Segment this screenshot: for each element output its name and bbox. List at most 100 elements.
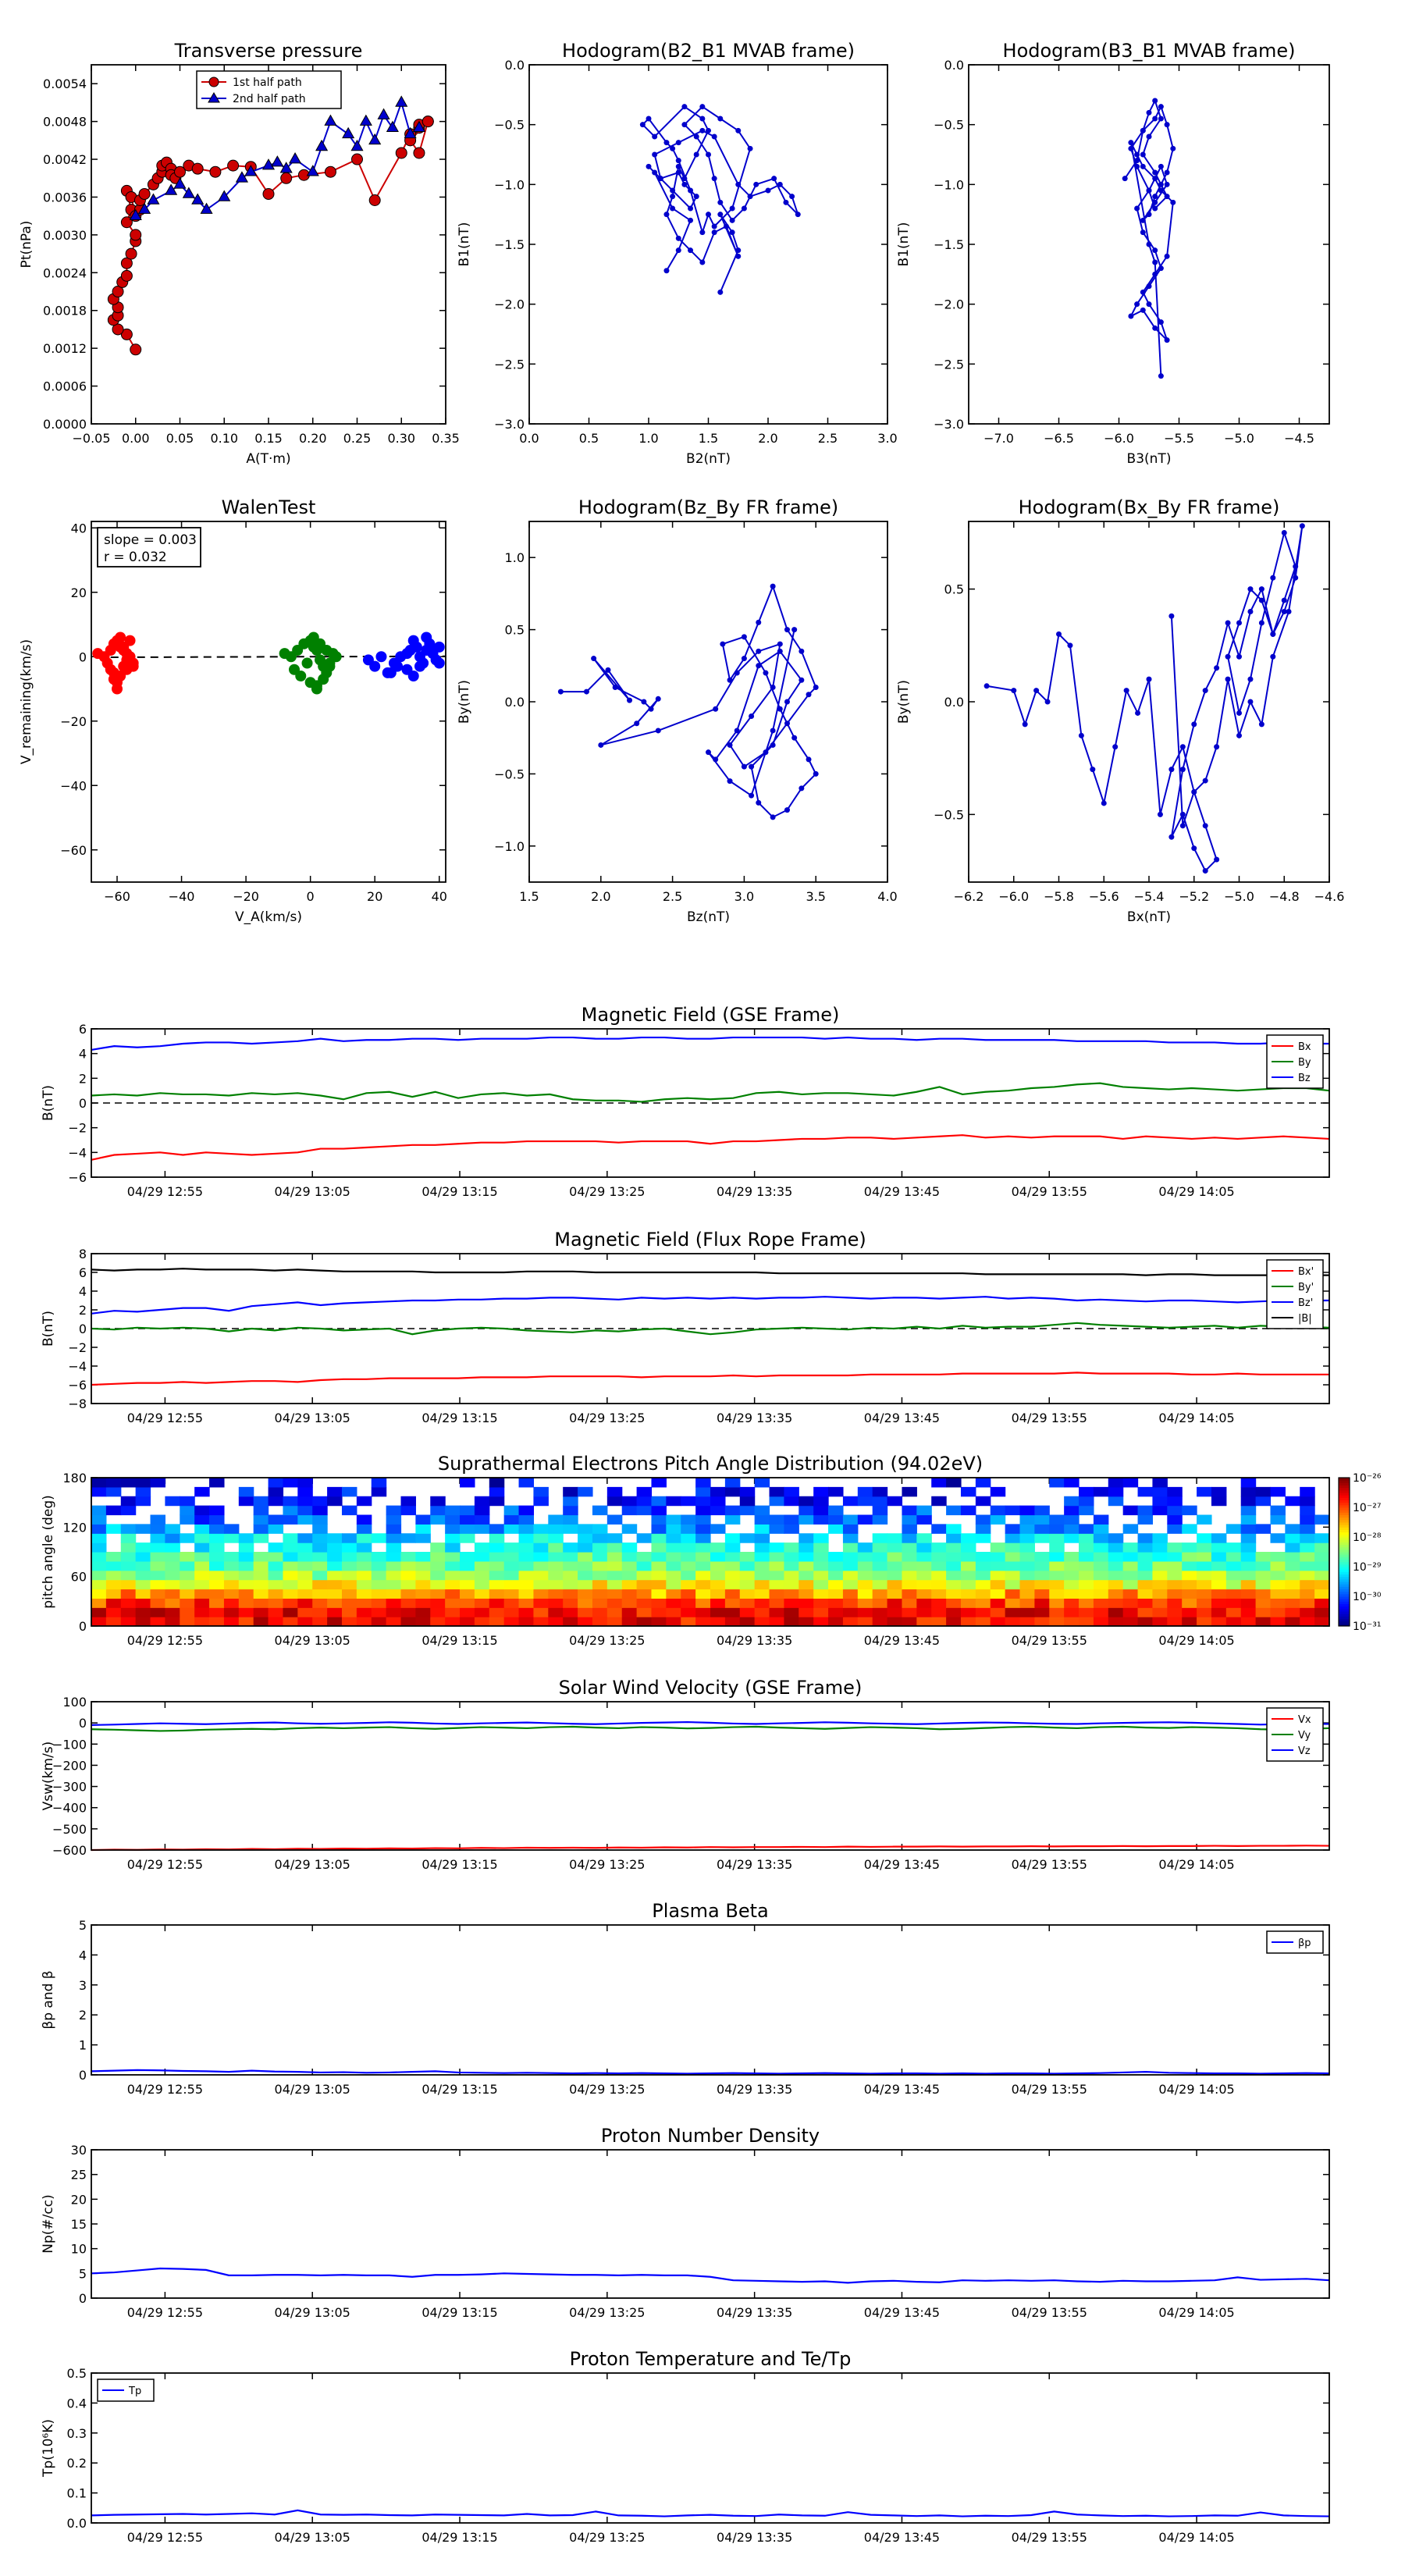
heatmap-cell <box>754 1552 770 1562</box>
heatmap-cell <box>1049 1579 1065 1590</box>
heatmap-cell <box>489 1598 505 1608</box>
heatmap-cell <box>194 1560 210 1571</box>
heatmap-cell <box>1300 1496 1315 1507</box>
heatmap-cell <box>902 1542 917 1553</box>
data-point <box>1146 109 1152 116</box>
heatmap-cell <box>120 1579 137 1590</box>
series-line <box>641 105 799 293</box>
data-point <box>1112 744 1119 750</box>
x-tick-label: 04/29 13:15 <box>422 1633 497 1648</box>
heatmap-cell <box>769 1514 785 1525</box>
heatmap-cell <box>681 1579 696 1590</box>
y-tick-label: 0.0024 <box>43 265 87 280</box>
heatmap-cell <box>194 1533 210 1543</box>
heatmap-cell <box>415 1514 431 1525</box>
heatmap-cell <box>548 1589 564 1599</box>
heatmap-cell <box>578 1607 593 1617</box>
heatmap-cell <box>371 1607 387 1617</box>
heatmap-cell <box>1182 1542 1197 1553</box>
heatmap-cell <box>916 1617 932 1627</box>
heatmap-cell <box>666 1617 681 1627</box>
heatmap-cell <box>209 1514 225 1525</box>
heatmap-cell <box>842 1524 859 1534</box>
heatmap-cell <box>946 1570 962 1581</box>
heatmap-cell <box>1225 1524 1242 1534</box>
heatmap-cell <box>120 1560 137 1571</box>
heatmap-cell <box>784 1560 799 1571</box>
x-tick-label: 04/29 13:55 <box>1012 1633 1087 1648</box>
data-point <box>1179 811 1186 817</box>
data-point <box>1225 676 1231 682</box>
heatmap-cell <box>1137 1514 1154 1525</box>
heatmap-cell <box>739 1505 756 1516</box>
heatmap-cell <box>1019 1542 1035 1553</box>
heatmap-cell <box>975 1533 991 1543</box>
x-tick-label: −4.5 <box>1284 431 1314 446</box>
heatmap-cell <box>621 1524 638 1534</box>
heatmap-cell <box>209 1524 225 1534</box>
heatmap-cell <box>489 1607 505 1617</box>
plot-area <box>1122 98 1176 379</box>
heatmap-cell <box>636 1607 653 1617</box>
data-point <box>324 165 336 178</box>
series-line <box>91 2069 1330 2075</box>
heatmap-cell <box>842 1598 859 1608</box>
heatmap-cell <box>1137 1542 1154 1553</box>
legend-label: 2nd half path <box>233 93 306 105</box>
x-tick-label: 04/29 13:05 <box>275 2305 350 2320</box>
heatmap-cell <box>769 1560 785 1571</box>
heatmap-cell <box>268 1589 284 1599</box>
heatmap-cell <box>1093 1589 1109 1599</box>
heatmap-cell <box>621 1542 638 1553</box>
heatmap-cell <box>1285 1496 1300 1507</box>
data-point <box>749 763 755 770</box>
heatmap-cell <box>1122 1560 1139 1571</box>
heatmap-cell <box>1197 1607 1212 1617</box>
heatmap-cell <box>503 1505 520 1516</box>
data-point <box>735 127 742 133</box>
data-point <box>271 155 284 167</box>
heatmap-cell <box>651 1505 667 1516</box>
axes-frame <box>968 64 1330 425</box>
heatmap-cell <box>474 1514 490 1525</box>
heatmap-cell <box>872 1589 888 1599</box>
x-tick-label: 04/29 12:55 <box>127 2082 203 2097</box>
colorbar-step <box>1339 1614 1350 1617</box>
heatmap-cell <box>1152 1542 1168 1553</box>
heatmap-cell <box>975 1598 991 1608</box>
heatmap-cell <box>946 1478 962 1488</box>
heatmap-cell <box>223 1524 240 1534</box>
heatmap-cell <box>1079 1552 1094 1562</box>
heatmap-cell <box>356 1496 372 1507</box>
heatmap-cell <box>1255 1560 1272 1571</box>
heatmap-cell <box>621 1570 638 1581</box>
heatmap-cell <box>1225 1579 1242 1590</box>
data-point <box>1158 163 1164 169</box>
colorbar-step <box>1339 1586 1350 1589</box>
heatmap-cell <box>489 1542 505 1553</box>
heatmap-cell <box>312 1514 328 1525</box>
heatmap-cell <box>474 1607 490 1617</box>
heatmap-cell <box>1197 1570 1212 1581</box>
heatmap-cell <box>180 1496 195 1507</box>
heatmap-cell <box>1064 1478 1080 1488</box>
series-line <box>560 584 817 819</box>
heatmap-cell <box>739 1589 756 1599</box>
data-point <box>1214 665 1220 671</box>
data-point <box>1090 767 1096 773</box>
colorbar-step <box>1339 1576 1350 1580</box>
y-tick-label: 0.0042 <box>43 152 87 167</box>
chart-pad: Suprathermal Electrons Pitch Angle Distr… <box>41 1453 1382 1648</box>
heatmap-cell <box>1093 1560 1109 1571</box>
heatmap-cell <box>754 1533 770 1543</box>
y-tick-label: −2 <box>68 1340 87 1355</box>
heatmap-cell <box>489 1524 505 1534</box>
colorbar-step <box>1339 1478 1350 1481</box>
heatmap-cell <box>268 1496 284 1507</box>
heatmap-cell <box>828 1570 844 1581</box>
heatmap-cell <box>297 1533 313 1543</box>
heatmap-cell <box>1240 1542 1257 1553</box>
x-tick-label: 0.30 <box>387 431 415 446</box>
heatmap-cell <box>666 1589 681 1599</box>
y-tick-label: 6 <box>79 1265 87 1280</box>
